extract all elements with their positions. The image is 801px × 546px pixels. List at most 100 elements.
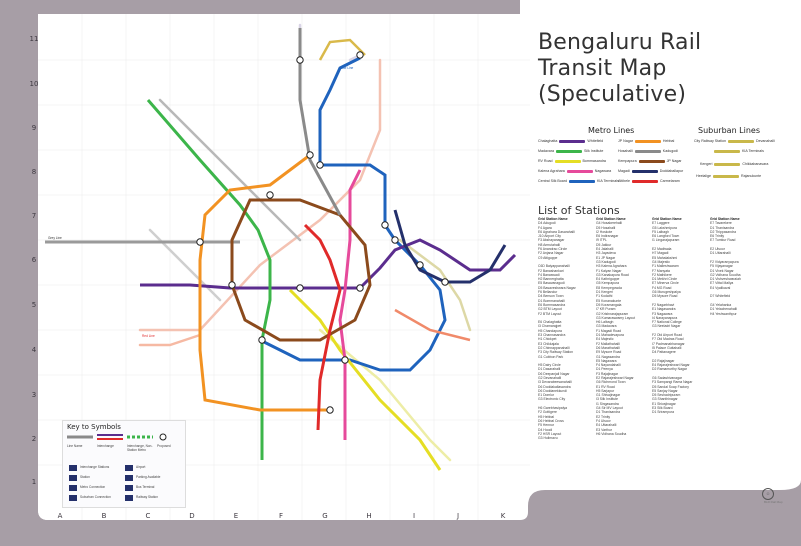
station-entry: F2 Gottigere (538, 410, 557, 415)
red-line-path (303, 223, 342, 431)
station-entry: G6 Sadashivanagar (652, 375, 682, 380)
station-entry: E4 Vyalikaval (710, 285, 731, 290)
station-entry: H6 Vidhana Soudha (596, 431, 627, 436)
legend-grey-line: Hosahalli Kadugodi (618, 149, 678, 153)
station-entry: J10 Airport City (538, 234, 561, 239)
station-entry: D1 Kengeri (596, 290, 613, 295)
station-entry: E1 Domlur (538, 393, 555, 398)
red-line-label: Red Line (142, 334, 155, 338)
station-entry: E7 Vittal Mallya (710, 281, 734, 286)
station-entry: D1 Srirampura (652, 410, 675, 415)
legend-navy-line: Magadi Doddaballapur (618, 169, 684, 173)
station-entry: D6 Hebbal Cross (538, 418, 564, 423)
key-symbols-svg (67, 433, 167, 501)
station-entry: F7 Manyata (652, 268, 670, 273)
station-entry: E3 Channasandra (538, 333, 566, 338)
station-entry: G5 Lakshmipura (652, 225, 677, 230)
station-entry: E5 Konanakunte (596, 298, 622, 303)
station-entry: D1 Dasarahalli (538, 367, 561, 372)
key-title: Key to Symbols (67, 423, 121, 431)
column-label-j: J (456, 512, 460, 520)
station-entry: F2 Nagarbhavi (652, 302, 675, 307)
station-entry: F5 Hennur (538, 423, 555, 428)
station-entry: D5 Koramangala (596, 302, 622, 307)
key-interchange-stations: Interchange Stations (80, 465, 110, 469)
station-entry: E4 Uttarahalli (596, 423, 617, 428)
station-entry: H5 Hebbal (538, 414, 555, 419)
red-east-path (394, 308, 471, 342)
legend-red-line: Attibele Carmelaram (618, 179, 680, 183)
station-entry: D1 Bommanahalli (538, 298, 565, 303)
title-line-2: Transit Map (538, 56, 667, 81)
station-entry: D6 Doddakallasandra (538, 384, 571, 389)
station-entry: E1 RV Road (596, 384, 615, 389)
station-entry: D5 Mysore Road (652, 294, 678, 299)
station-entry: H7 Magadi (652, 251, 669, 256)
title-line-3: (Speculative) (538, 82, 687, 107)
station-entry: G2 Vidhana Soudha (710, 272, 741, 277)
column-label-g: G (322, 512, 328, 520)
station-entry: I7 Padmanabhanagar (652, 341, 685, 346)
station-entry: F1 Kodathi (596, 294, 613, 299)
column-label-h: H (366, 512, 372, 520)
station-column-header: Grid Station Name (652, 217, 682, 221)
station-entry: E5 Sanjay Nagar (652, 388, 678, 393)
station-entry: F4 Nayandahalli (596, 363, 621, 368)
row-label-4: 4 (31, 346, 37, 354)
station-entry: E2 Ulsoor (710, 247, 725, 252)
station-entry: G4 Sir MV Layout (596, 406, 623, 411)
station-entry: C9 Attiguppe (538, 255, 558, 260)
key-suburban-connection: Suburban Connection (80, 495, 111, 499)
station-entry: E3 Silk Board (652, 406, 673, 411)
station-entry: G1 Nagasandra (596, 354, 620, 359)
station-entry: D5 Seshadripuram (652, 393, 681, 398)
column-label-e: E (233, 512, 239, 520)
station-entry: D5 Jakkur (596, 242, 612, 247)
station-entry: E1 JP Nagar (596, 255, 616, 260)
station-entry: D4 Benson Town (538, 294, 564, 299)
station-entry: F2 Mathikere (652, 272, 672, 277)
station-entry: F2 Old Airport Road (652, 333, 682, 338)
station-entry: H5 Sarjapur (596, 388, 615, 393)
column-label-b: B (101, 512, 107, 520)
station-entry: D5 Basaveshwara Nagar (538, 285, 576, 290)
station-entry: E5 Mahalakshmi (652, 255, 678, 260)
key-interchange: Interchange (97, 444, 114, 448)
legend-orange-line: JP Nagar Hebbal (618, 139, 675, 143)
station-entry: F3 Akshayanagar (538, 238, 565, 243)
station-entry: G3 Kadugodi (596, 259, 616, 264)
station-column-header: Grid Station Name (596, 217, 626, 221)
row-label-9: 9 (31, 124, 37, 132)
legend-mallige: KIA Terminals (712, 149, 764, 153)
row-label-3: 3 (31, 391, 37, 399)
station-entry: F7 National College (652, 320, 682, 325)
station-entry: G4 Hosakerehalli (596, 221, 623, 226)
station-entry: E7 Tavarekere (710, 221, 732, 226)
legend-parijaata: Kengeri Chikkabanavara (700, 162, 769, 166)
station-entry: I3 Silk Institute (596, 397, 619, 402)
station-entry: G3 Neeladri Nagar (652, 324, 681, 329)
legend-purple-line: Chalaghatta Whitefield (538, 139, 604, 143)
row-label-2: 2 (31, 435, 37, 443)
station-entry: E7 Tumkur Road (710, 238, 736, 243)
station-entry: D4 Hoodi (538, 427, 553, 432)
station-entry: H5 Dairy Circle (538, 363, 561, 368)
metro-lines-heading: Metro Lines (588, 126, 635, 135)
key-interchange-non-station: Interchange, Non-Station Metro (127, 444, 153, 452)
green-line-path (146, 99, 272, 460)
row-label-5: 5 (31, 301, 37, 309)
station-entry: F3 City Railway Station (538, 350, 574, 355)
station-entry: E6 Indiranagar (596, 234, 619, 239)
station-entry: D1 Mahadevapura (596, 333, 624, 338)
key-airport: Airport (136, 465, 146, 469)
station-entry: D2 Ramamurthy Nagar (652, 367, 687, 372)
station-entry: E7 Laggere (652, 221, 670, 226)
station-entry: D6 Marathahalli (596, 345, 620, 350)
station-entry: E6 Chalaghatta (538, 320, 562, 325)
station-entry: H1 Chickpet (538, 337, 557, 342)
station-entry: D5 Hosahalli (596, 225, 616, 230)
station-entry: E1 Nagasandra (652, 307, 676, 312)
station-entry: H6 Garebhavipalya (538, 406, 568, 411)
station-entry: D6 Doddanekkundi (538, 388, 567, 393)
